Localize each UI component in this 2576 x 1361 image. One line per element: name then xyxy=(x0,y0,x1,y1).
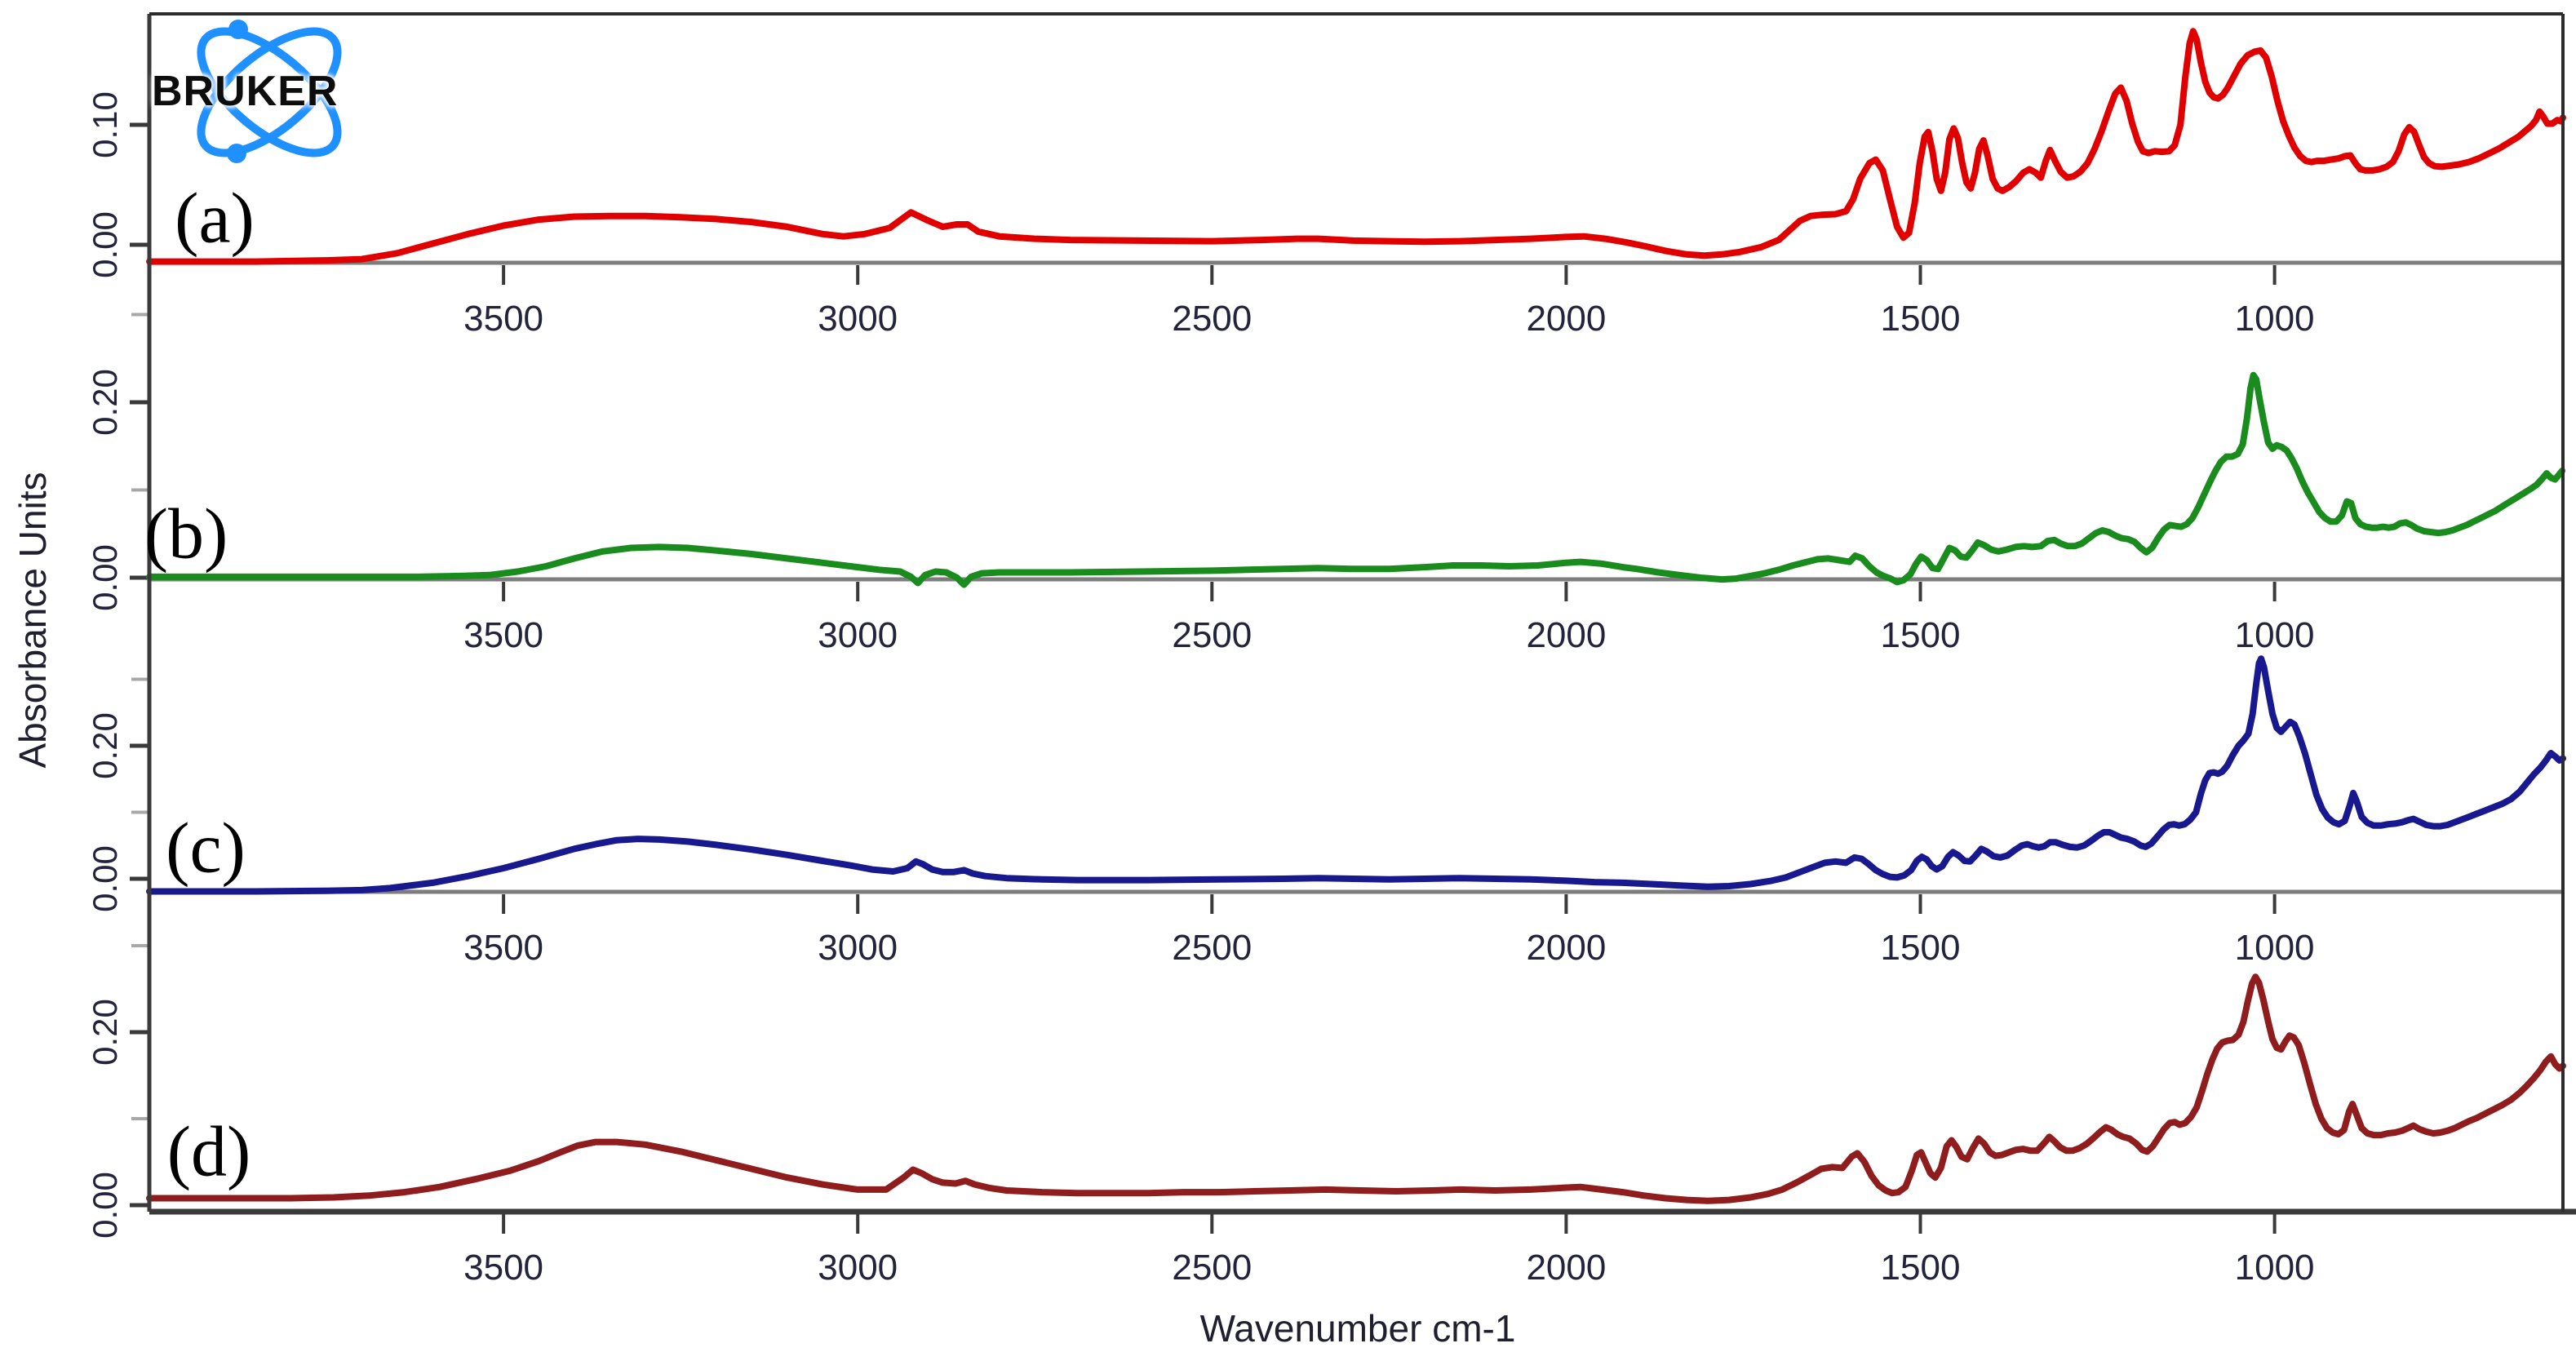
y-tick-label: 0.20 xyxy=(86,369,124,436)
x-tick-label: 2500 xyxy=(1172,615,1252,655)
x-tick-label: 1500 xyxy=(1881,928,1961,968)
bruker-atom-icon xyxy=(197,20,342,163)
panel-label-c: (c) xyxy=(166,809,246,889)
x-tick-label: 1000 xyxy=(2235,928,2315,968)
x-tick-label: 3500 xyxy=(463,615,543,655)
panel-label-a: (a) xyxy=(175,179,255,259)
x-tick-label: 2000 xyxy=(1526,299,1606,339)
x-tick-label: 3500 xyxy=(463,928,543,968)
y-tick-label: 0.20 xyxy=(86,999,124,1066)
x-tick-label: 2500 xyxy=(1172,928,1252,968)
x-tick-label: 3000 xyxy=(818,928,898,968)
bruker-logo-text: BRUKER xyxy=(152,68,339,115)
y-axis-title: Absorbance Units xyxy=(11,472,54,769)
x-tick-label: 3000 xyxy=(818,615,898,655)
y-tick-label: 0.00 xyxy=(86,1172,124,1239)
x-tick-label: 3000 xyxy=(818,1248,898,1288)
x-tick-label: 1500 xyxy=(1881,299,1961,339)
x-tick-label: 2500 xyxy=(1172,299,1252,339)
panel-label-b: (b) xyxy=(144,494,228,574)
y-tick-label: 0.00 xyxy=(86,211,124,278)
x-tick-label: 1000 xyxy=(2235,1248,2315,1288)
bruker-logo: BRUKER xyxy=(152,16,416,171)
spectrum-b xyxy=(146,371,2566,588)
x-tick-label: 1000 xyxy=(2235,615,2315,655)
x-tick-label: 2000 xyxy=(1526,615,1606,655)
x-tick-label: 2000 xyxy=(1526,928,1606,968)
x-tick-label: 2000 xyxy=(1526,1248,1606,1288)
x-tick-label: 1000 xyxy=(2235,299,2315,339)
x-tick-label: 3000 xyxy=(818,299,898,339)
y-tick-label: 0.20 xyxy=(86,712,124,779)
panel-label-d: (d) xyxy=(166,1112,251,1192)
y-tick-label: 0.00 xyxy=(86,544,124,611)
y-tick-label: 0.10 xyxy=(86,91,124,158)
y-tick-label: 0.00 xyxy=(86,845,124,912)
x-tick-label: 3500 xyxy=(463,1248,543,1288)
spectrum-a xyxy=(146,28,2566,265)
x-tick-label: 1500 xyxy=(1881,1248,1961,1288)
spectrum-c xyxy=(146,655,2566,895)
x-tick-label: 1500 xyxy=(1881,615,1961,655)
x-axis-title: Wavenumber cm-1 xyxy=(1199,1307,1516,1350)
x-tick-label: 3500 xyxy=(463,299,543,339)
spectrum-d xyxy=(146,973,2566,1204)
x-tick-label: 2500 xyxy=(1172,1248,1252,1288)
